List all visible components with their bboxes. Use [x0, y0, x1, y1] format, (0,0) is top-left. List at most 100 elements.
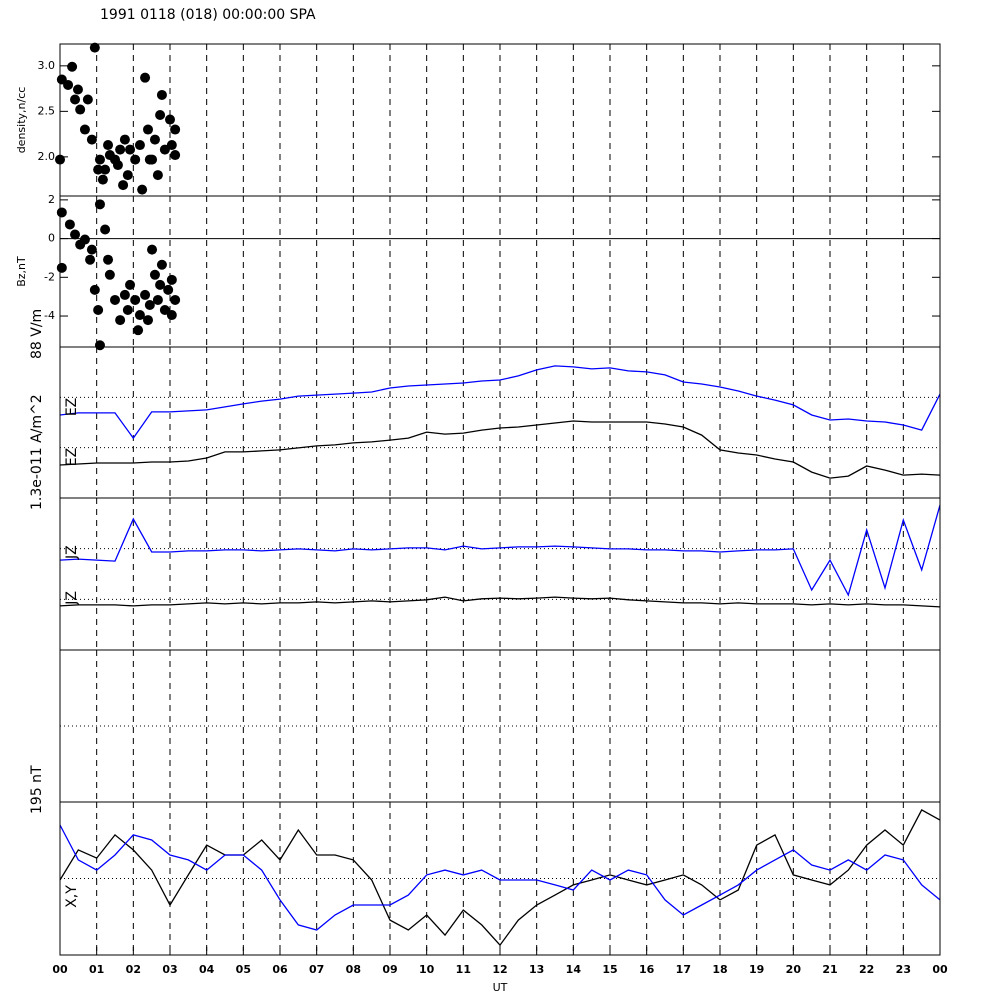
data-line [59, 420, 941, 479]
data-point [79, 234, 90, 245]
data-point [159, 305, 170, 316]
x-tick-label: 03 [162, 963, 177, 976]
data-point [100, 164, 111, 175]
x-tick-label: 18 [712, 963, 727, 976]
data-point [170, 124, 181, 135]
data-line [59, 365, 941, 440]
data-point [155, 279, 166, 290]
data-point [134, 140, 145, 151]
data-point [103, 140, 114, 151]
y-tick-label: 2.5 [38, 104, 56, 117]
data-point [119, 289, 130, 300]
x-axis-label: UT [493, 981, 508, 994]
data-point [125, 144, 136, 155]
y-tick-label: -4 [44, 309, 55, 322]
data-point [163, 284, 174, 295]
x-tick-label: 21 [822, 963, 837, 976]
data-point [94, 154, 105, 165]
x-tick-label: 07 [309, 963, 324, 976]
y-axis-label: 1.3e-011 A/m^2 [29, 394, 45, 510]
x-tick-label: 08 [346, 963, 361, 976]
data-point [170, 150, 181, 161]
chart-title: 1991 0118 (018) 00:00:00 SPA [100, 7, 316, 23]
data-point [119, 134, 130, 145]
y-tick-label: 0 [48, 232, 55, 245]
data-point [170, 294, 181, 305]
y-axis-label: 195 nT [29, 765, 45, 814]
data-point [110, 154, 120, 165]
x-tick-label: 15 [602, 963, 617, 976]
data-point [155, 109, 166, 120]
data-point [144, 299, 155, 310]
data-point [100, 224, 111, 235]
data-point [86, 244, 97, 255]
y-tick-label: 2.0 [38, 150, 56, 163]
data-point [67, 61, 78, 72]
data-point [130, 294, 141, 305]
data-point [137, 184, 148, 195]
data-point [64, 219, 75, 230]
data-point [125, 279, 136, 290]
data-point [149, 134, 160, 145]
data-point [89, 42, 100, 53]
x-tick-label: 12 [492, 963, 507, 976]
data-point [93, 305, 104, 316]
data-point [147, 244, 158, 255]
data-point [115, 315, 126, 326]
x-tick-label: 00 [932, 963, 948, 976]
data-point [110, 294, 120, 305]
x-tick-label: 20 [786, 963, 802, 976]
data-point [86, 134, 97, 145]
y-tick-label: 2 [48, 193, 55, 206]
data-point [165, 114, 175, 125]
data-point [103, 254, 114, 265]
data-point [147, 154, 158, 165]
x-tick-label: 16 [639, 963, 655, 976]
y-tick-label: -2 [44, 270, 55, 283]
data-point [72, 84, 83, 95]
x-tick-label: 05 [236, 963, 251, 976]
data-point [134, 310, 145, 321]
series-label: JZ [64, 591, 80, 606]
data-point [140, 289, 151, 300]
x-tick-label: 00 [52, 963, 68, 976]
data-point [56, 262, 67, 273]
x-tick-label: 01 [89, 963, 104, 976]
data-point [133, 325, 144, 336]
x-tick-label: 04 [199, 963, 215, 976]
data-point [118, 180, 129, 191]
x-tick-label: 02 [126, 963, 141, 976]
data-point [166, 310, 177, 321]
x-tick-label: 11 [456, 963, 471, 976]
x-tick-label: 10 [419, 963, 435, 976]
data-point [89, 284, 100, 295]
data-line [59, 504, 941, 597]
data-point [63, 79, 74, 90]
data-point [94, 340, 105, 351]
x-tick-label: 09 [382, 963, 397, 976]
x-tick-label: 13 [529, 963, 544, 976]
panel-label: X,Y [64, 885, 80, 908]
data-point [122, 305, 133, 316]
data-point [166, 274, 177, 285]
y-axis-label: 88 V/m [29, 309, 45, 359]
data-point [149, 269, 160, 280]
data-point [94, 199, 105, 210]
data-line [59, 824, 941, 931]
data-point [104, 269, 115, 280]
data-point [70, 229, 81, 240]
data-point [156, 89, 167, 100]
data-point [75, 104, 86, 115]
data-point [156, 259, 167, 270]
series-label: EZ [64, 398, 80, 416]
data-point [93, 164, 104, 175]
data-line [59, 596, 941, 608]
y-axis-label: density,n/cc [15, 87, 28, 154]
data-point [70, 94, 81, 105]
data-point [143, 315, 153, 326]
x-tick-label: 22 [859, 963, 874, 976]
data-point [79, 124, 90, 135]
x-tick-label: 17 [676, 963, 691, 976]
data-point [130, 154, 141, 165]
